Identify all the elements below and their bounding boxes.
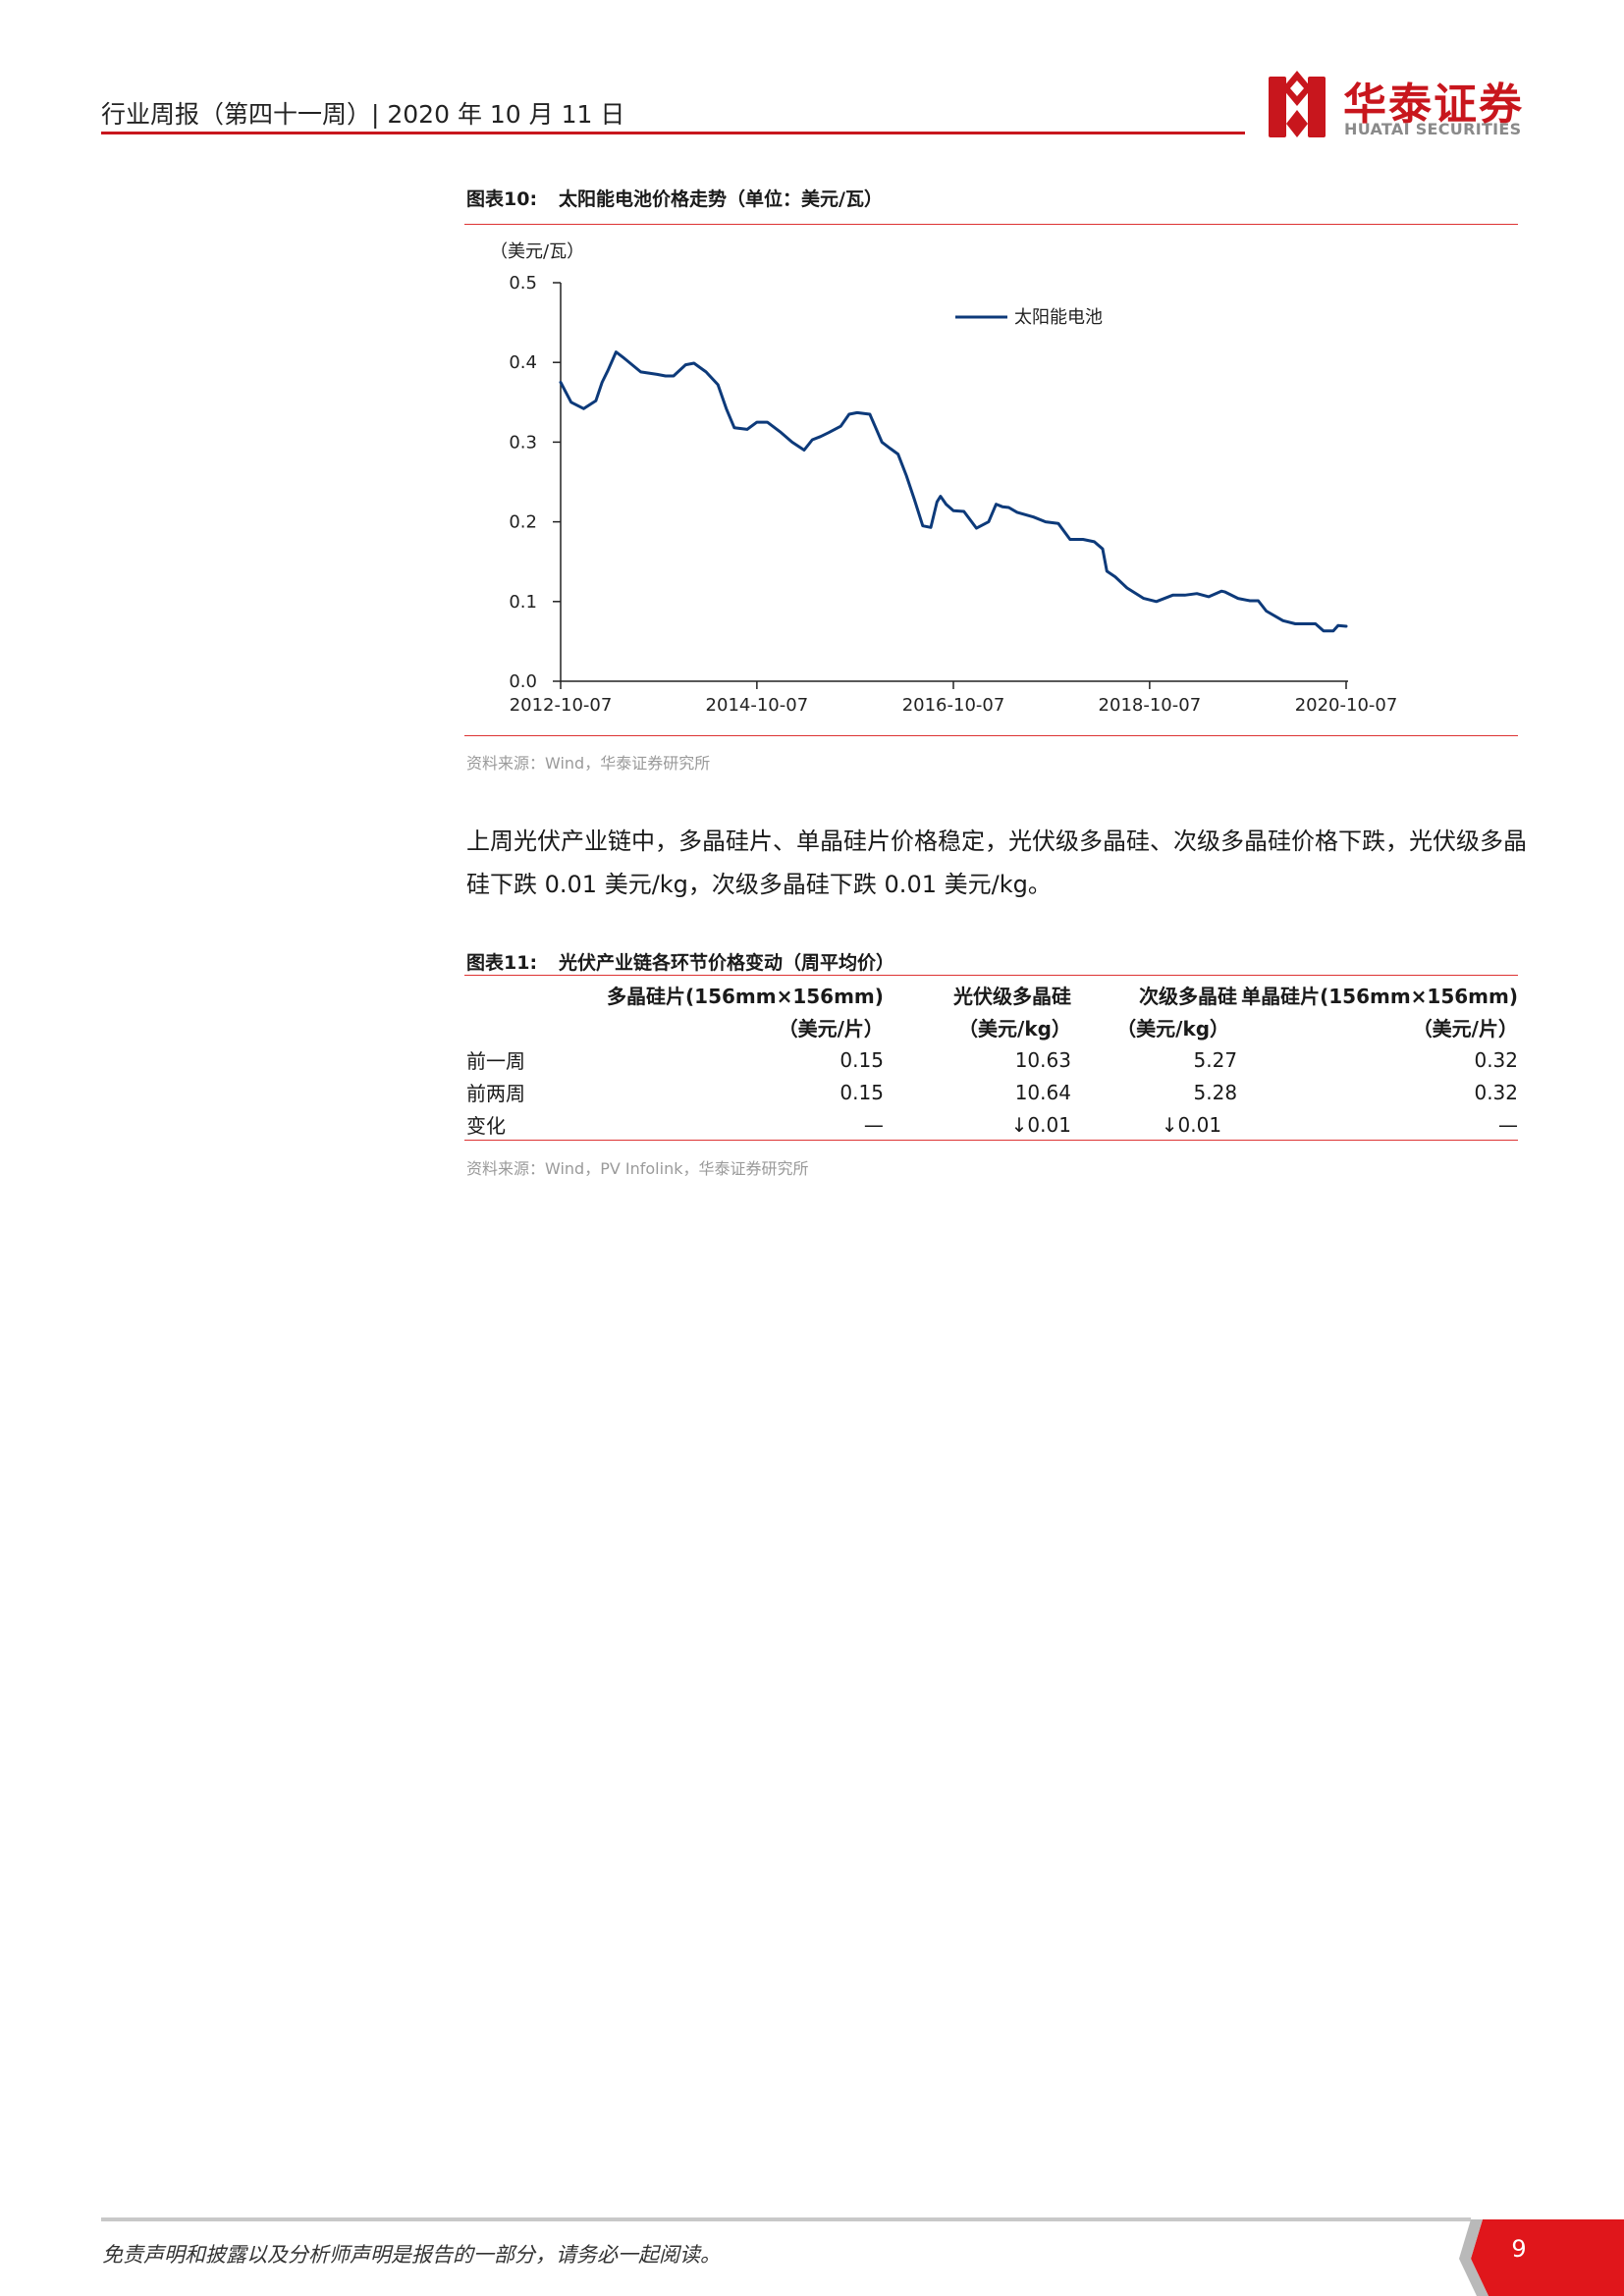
figure11-bottom-rule [464,1140,1518,1141]
x-axis: 2012-10-07 2014-10-07 2016-10-07 2018-10-07… [510,680,1398,716]
table-row: 变化 — ↓0.01 ↓0.01 — [466,1108,1518,1141]
table-row: 前一周 0.15 10.63 5.27 0.32 [466,1043,1518,1076]
chart-legend: 太阳能电池 [955,307,1103,328]
figure10-caption-number: 图表10: [466,188,538,210]
table-cell: ↓0.01 [1010,1112,1071,1137]
row-label: 前两周 [466,1082,525,1105]
table-unit-row: （美元/片） （美元/kg） （美元/kg） （美元/片） [466,1011,1518,1043]
y-tick-label: 0.2 [509,512,537,533]
figure10-source: 资料来源：Wind，华泰证券研究所 [466,754,711,773]
y-tick-label: 0.0 [509,671,537,692]
figure10-caption: 图表10: 太阳能电池价格走势（单位：美元/瓦） [466,185,883,211]
figure11-caption-number: 图表11: [466,952,538,974]
figure11-caption-text: 光伏产业链各环节价格变动（周平均价） [559,952,895,974]
report-header-title: 行业周报（第四十一周）| 2020 年 10 月 11 日 [101,100,625,129]
logo-wordmark-cn: 华泰证券 [1343,80,1524,130]
header-divider [101,132,1245,134]
table-cell: 0.32 [1474,1080,1518,1104]
table-cell: 0.15 [839,1047,884,1072]
page-number-tab [1459,2219,1624,2296]
y-tick-label: 0.5 [509,273,537,294]
table-unit: （美元/kg） [1116,1017,1230,1041]
body-paragraph: 上周光伏产业链中，多晶硅片、单晶硅片价格稳定，光伏级多晶硅、次级多晶硅价格下跌，… [466,828,1527,898]
footer-divider [101,2217,1471,2221]
table-header: 光伏级多晶硅 [952,985,1071,1008]
table-header: 次级多晶硅 [1139,985,1238,1008]
table-header: 多晶硅片(156mm×156mm) [607,985,884,1008]
footer-disclaimer: 免责声明和披露以及分析师声明是报告的一部分，请务必一起阅读。 [102,2243,721,2267]
y-tick-label: 0.4 [509,352,537,373]
y-tick-label: 0.3 [509,432,537,453]
table-cell: 5.28 [1193,1080,1238,1104]
y-tick-label: 0.1 [509,592,537,613]
table-cell: 5.27 [1193,1047,1238,1072]
solar-cell-price-chart: （美元/瓦） 0.5 0.4 0.3 0.2 0.1 0.0 2012-10-07 2014… [490,241,1398,716]
figure11-source: 资料来源：Wind，PV Infolink，华泰证券研究所 [466,1159,809,1178]
x-tick-label: 2016-10-07 [902,695,1005,716]
legend-label: 太阳能电池 [1014,307,1103,328]
table-header: 单晶硅片(156mm×156mm) [1241,985,1518,1008]
y-axis: 0.5 0.4 0.3 0.2 0.1 0.0 [509,273,562,692]
table-unit: （美元/片） [778,1017,884,1041]
price-change-table: 多晶硅片(156mm×156mm) 光伏级多晶硅 次级多晶硅 单晶硅片(156m… [466,979,1518,1141]
figure10-bottom-rule [464,735,1518,736]
row-label: 前一周 [466,1049,525,1073]
table-header-empty [466,979,607,1011]
table-cell: — [863,1112,884,1137]
page-number: 9 [1511,2235,1527,2263]
figure11-top-rule [464,975,1518,976]
figure10-caption-text: 太阳能电池价格走势（单位：美元/瓦） [559,188,883,210]
x-tick-label: 2018-10-07 [1099,695,1202,716]
table-unit: （美元/片） [1412,1017,1518,1041]
logo-wordmark-en: HUATAI SECURITIES [1344,120,1522,138]
figure10-top-rule [464,224,1518,225]
table-cell: 0.15 [839,1080,884,1104]
table-cell: 10.64 [1014,1080,1071,1104]
x-tick-label: 2014-10-07 [706,695,809,716]
x-tick-label: 2020-10-07 [1295,695,1398,716]
table-cell: — [1498,1112,1518,1137]
series-layer [559,350,1348,633]
table-cell: 0.32 [1474,1047,1518,1072]
row-label: 变化 [466,1114,506,1138]
figure11-caption: 图表11: 光伏产业链各环节价格变动（周平均价） [466,948,894,975]
table-unit: （美元/kg） [958,1017,1071,1041]
huatai-logo-icon [1269,71,1326,137]
table-cell: ↓0.01 [1161,1112,1222,1137]
series-line-solar-cell [559,350,1348,633]
x-tick-label: 2012-10-07 [510,695,613,716]
table-row: 前两周 0.15 10.64 5.28 0.32 [466,1076,1518,1108]
table-header-row: 多晶硅片(156mm×156mm) 光伏级多晶硅 次级多晶硅 单晶硅片(156m… [466,979,1518,1011]
table-cell: 10.63 [1014,1047,1071,1072]
y-axis-unit-label: （美元/瓦） [490,241,584,262]
